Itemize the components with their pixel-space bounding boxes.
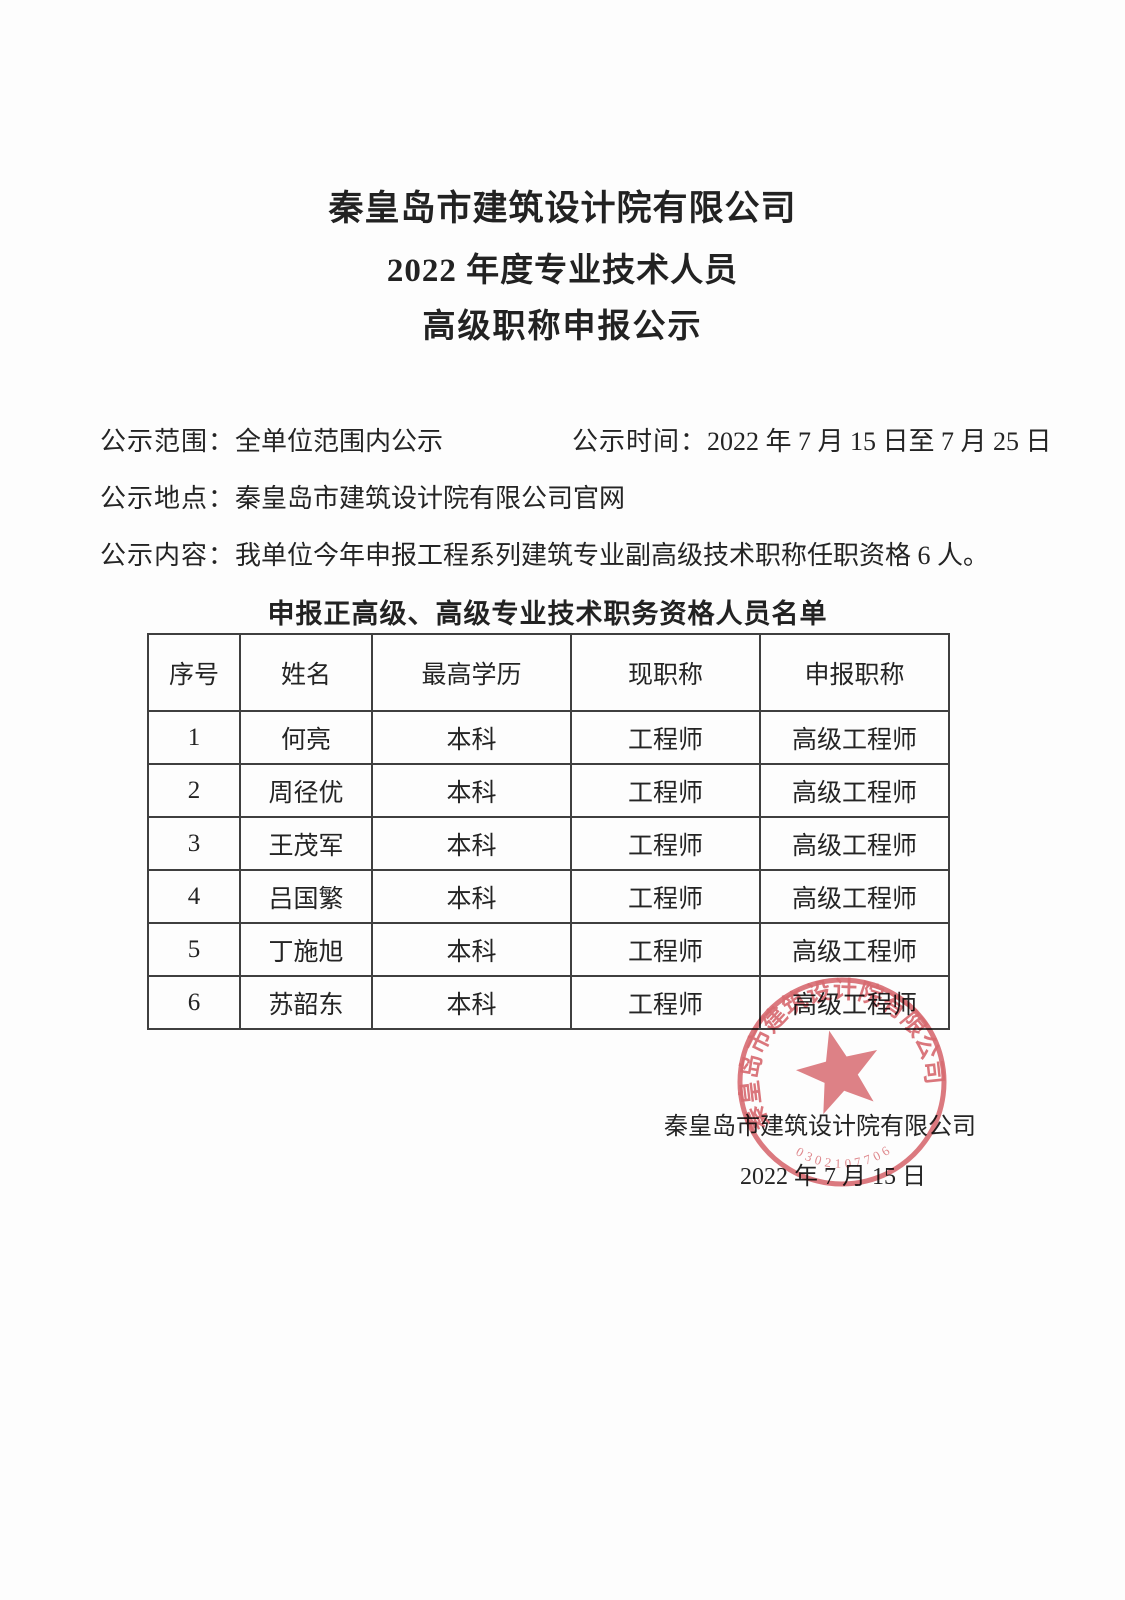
document-title-year: 2022 年度专业技术人员 [386, 253, 739, 289]
table-caption: 申报正高级、高级专业技术职务资格人员名单 [267, 599, 828, 629]
table-cell: 5 [147, 922, 241, 977]
table-cell: 高级工程师 [759, 869, 950, 924]
table-cell: 工程师 [570, 710, 761, 765]
table-row: 3 王茂军 本科 工程师 高级工程师 [147, 816, 950, 871]
info-time: 公示时间：2022 年 7 月 15 日至 7 月 25 日 [572, 421, 1052, 458]
table-row: 5 丁施旭 本科 工程师 高级工程师 [147, 922, 950, 977]
table-cell: 工程师 [570, 922, 761, 977]
table-cell: 高级工程师 [759, 922, 950, 977]
header-education: 最高学历 [371, 633, 572, 712]
info-place-value: 秦皇岛市建筑设计院有限公司官网 [235, 484, 626, 513]
table-cell: 工程师 [570, 869, 761, 924]
info-scope-value: 全单位范围内公示 [235, 427, 444, 456]
table-cell: 苏韶东 [239, 975, 373, 1030]
table-cell: 4 [147, 869, 241, 924]
table-cell: 1 [147, 710, 241, 765]
seal-star-icon [795, 1030, 878, 1115]
table-cell: 本科 [371, 975, 572, 1030]
info-scope-label: 公示范围： [100, 427, 236, 456]
table-cell: 丁施旭 [239, 922, 373, 977]
table-cell: 何亮 [239, 710, 373, 765]
table-cell: 2 [147, 763, 241, 818]
info-place-label: 公示地点： [100, 484, 236, 513]
table-row: 1 何亮 本科 工程师 高级工程师 [147, 710, 950, 765]
table-cell: 本科 [371, 710, 572, 765]
table-cell: 3 [147, 816, 241, 871]
table-cell: 吕国繁 [239, 869, 373, 924]
signature-company: 秦皇岛市建筑设计院有限公司 [664, 1114, 976, 1140]
info-place: 公示地点：秦皇岛市建筑设计院有限公司官网 [100, 478, 625, 515]
table-cell: 工程师 [570, 975, 761, 1030]
signature-date: 2022 年 7 月 15 日 [740, 1164, 926, 1190]
info-content-value: 我单位今年申报工程系列建筑专业副高级技术职称任职资格 6 人。 [235, 541, 990, 570]
header-applied-title: 申报职称 [759, 633, 950, 712]
info-content: 公示内容：我单位今年申报工程系列建筑专业副高级技术职称任职资格 6 人。 [100, 535, 989, 572]
table-cell: 高级工程师 [759, 816, 950, 871]
table-row: 6 苏韶东 本科 工程师 高级工程师 [147, 975, 950, 1030]
table-cell: 高级工程师 [759, 763, 950, 818]
table-header-row: 序号 姓名 最高学历 现职称 申报职称 [147, 633, 950, 712]
document-title-subject: 高级职称申报公示 [422, 309, 703, 345]
table-row: 2 周径优 本科 工程师 高级工程师 [147, 763, 950, 818]
table-cell: 高级工程师 [759, 975, 950, 1030]
roster-table: 序号 姓名 最高学历 现职称 申报职称 1 何亮 本科 工程师 高级工程师 2 … [147, 633, 950, 1030]
table-cell: 周径优 [239, 763, 373, 818]
table-cell: 本科 [371, 869, 572, 924]
table-cell: 工程师 [570, 816, 761, 871]
document-title-company: 秦皇岛市建筑设计院有限公司 [328, 189, 797, 228]
table-cell: 6 [147, 975, 241, 1030]
info-time-value: 2022 年 7 月 15 日至 7 月 25 日 [707, 427, 1052, 456]
header-current-title: 现职称 [570, 633, 761, 712]
table-row: 4 吕国繁 本科 工程师 高级工程师 [147, 869, 950, 924]
header-name: 姓名 [239, 633, 373, 712]
header-index: 序号 [147, 633, 241, 712]
info-scope: 公示范围：全单位范围内公示 [100, 421, 443, 458]
table-cell: 工程师 [570, 763, 761, 818]
table-cell: 本科 [371, 763, 572, 818]
table-cell: 高级工程师 [759, 710, 950, 765]
table-cell: 本科 [371, 922, 572, 977]
table-cell: 王茂军 [239, 816, 373, 871]
info-content-label: 公示内容： [100, 541, 236, 570]
info-time-label: 公示时间： [572, 427, 708, 456]
table-cell: 本科 [371, 816, 572, 871]
